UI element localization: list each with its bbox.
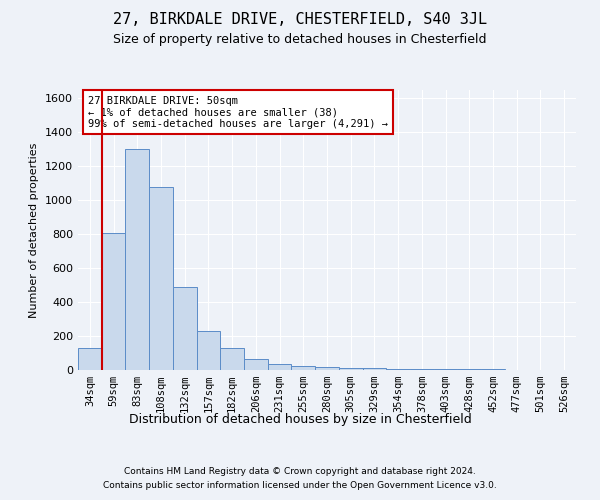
Bar	[434, 369, 457, 370]
Text: Contains HM Land Registry data © Crown copyright and database right 2024.: Contains HM Land Registry data © Crown c…	[124, 468, 476, 476]
Bar	[220, 348, 244, 370]
Text: Size of property relative to detached houses in Chesterfield: Size of property relative to detached ho…	[113, 32, 487, 46]
Bar	[315, 367, 339, 370]
Bar	[386, 368, 410, 370]
Bar	[292, 366, 315, 370]
Bar	[102, 232, 125, 370]
Bar	[268, 364, 292, 370]
Text: Contains public sector information licensed under the Open Government Licence v3: Contains public sector information licen…	[103, 481, 497, 490]
Text: 27 BIRKDALE DRIVE: 50sqm
← 1% of detached houses are smaller (38)
99% of semi-de: 27 BIRKDALE DRIVE: 50sqm ← 1% of detache…	[88, 96, 388, 129]
Bar	[197, 331, 220, 370]
Bar	[339, 368, 362, 370]
Bar	[410, 369, 434, 370]
Bar	[362, 368, 386, 370]
Text: Distribution of detached houses by size in Chesterfield: Distribution of detached houses by size …	[128, 412, 472, 426]
Bar	[173, 287, 197, 370]
Text: 27, BIRKDALE DRIVE, CHESTERFIELD, S40 3JL: 27, BIRKDALE DRIVE, CHESTERFIELD, S40 3J…	[113, 12, 487, 28]
Bar	[244, 359, 268, 370]
Bar	[125, 150, 149, 370]
Y-axis label: Number of detached properties: Number of detached properties	[29, 142, 40, 318]
Bar	[149, 186, 173, 370]
Bar	[78, 348, 102, 370]
